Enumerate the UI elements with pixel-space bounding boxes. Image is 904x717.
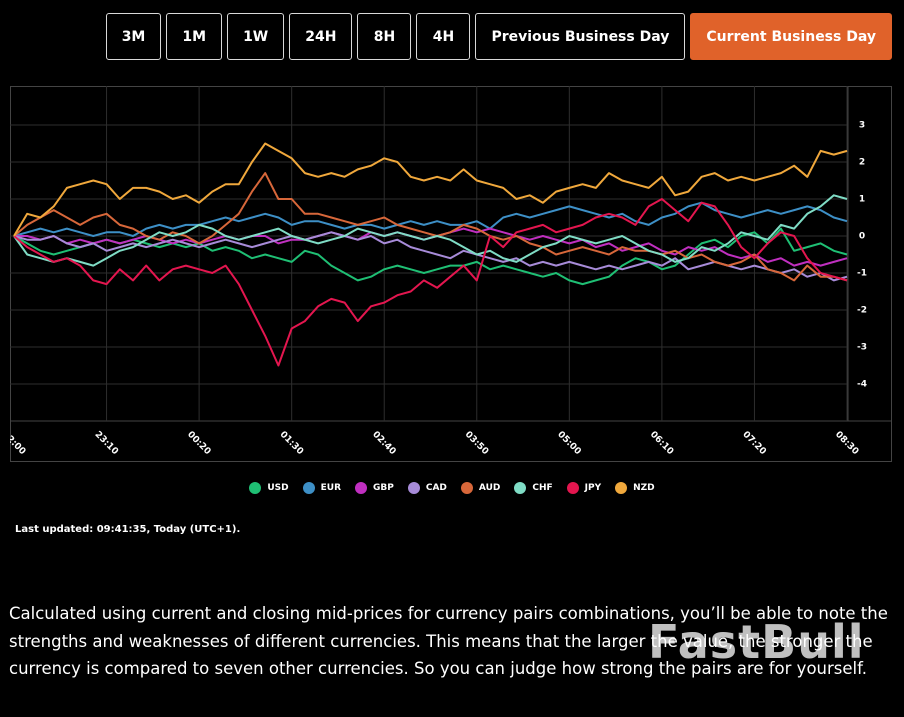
legend-label: GBP: [373, 483, 394, 493]
description: Calculated using current and closing mid…: [9, 604, 888, 678]
legend-item[interactable]: AUD: [460, 482, 501, 494]
y-tick-label: -3: [857, 343, 867, 353]
legend-item[interactable]: CHF: [514, 482, 553, 494]
x-tick-label: 22:00: [10, 430, 27, 457]
x-tick-label: 07:20: [740, 430, 767, 457]
chart: -4 -3 -2 -1 0 1 2 3 22:00 23:10 00:20 01:30 02:40 03:…: [10, 86, 892, 462]
x-tick-label: 08:30: [833, 430, 860, 457]
legend-swatch: [615, 482, 628, 494]
series-line: [13, 198, 848, 367]
legend-swatch: [460, 482, 473, 494]
x-tick-label: 02:40: [370, 430, 397, 457]
series-line: [13, 194, 848, 267]
legend-item[interactable]: NZD: [615, 482, 655, 494]
range-button[interactable]: 3M: [105, 13, 162, 60]
legend-item[interactable]: USD: [249, 482, 289, 494]
legend-item[interactable]: JPY: [566, 482, 602, 494]
x-tick-label: 23:10: [93, 430, 120, 457]
watermark: FastBull: [648, 615, 865, 669]
legend-item[interactable]: EUR: [302, 482, 341, 494]
legend-label: EUR: [320, 483, 341, 493]
legend-label: AUD: [478, 483, 501, 493]
legend-label: CHF: [532, 483, 553, 493]
legend-item[interactable]: GBP: [355, 482, 394, 494]
legend-swatch: [249, 482, 262, 494]
range-button[interactable]: 24H: [289, 13, 353, 60]
y-tick-label: 1: [859, 195, 865, 205]
legend-label: CAD: [425, 483, 447, 493]
chart-frame: [10, 86, 892, 462]
y-tick-label: -1: [857, 269, 867, 279]
legend-label: NZD: [633, 483, 655, 493]
series-line: [13, 142, 848, 237]
legend-label: USD: [267, 483, 289, 493]
range-button[interactable]: 1M: [166, 13, 223, 60]
y-tick-label: -4: [857, 380, 867, 390]
legend-swatch: [355, 482, 367, 494]
x-tick-label: 01:30: [278, 430, 305, 457]
last-updated: Last updated: 09:41:35, Today (UTC+1).: [15, 524, 241, 535]
x-tick-label: 03:50: [463, 430, 490, 457]
x-tick-label: 05:00: [555, 430, 582, 457]
range-button[interactable]: Current Business Day: [690, 13, 892, 60]
range-button[interactable]: 4H: [416, 13, 471, 60]
legend-label: JPY: [584, 483, 602, 493]
series-line: [13, 201, 848, 237]
legend: USD EUR GBP CAD AUD CHF JPY NZD: [0, 482, 904, 494]
y-tick-label: 3: [859, 121, 865, 131]
x-tick-label: 06:10: [648, 430, 675, 457]
series-line: [13, 231, 848, 282]
legend-item[interactable]: CAD: [407, 482, 447, 494]
range-button[interactable]: 8H: [357, 13, 412, 60]
y-tick-label: -2: [857, 306, 867, 316]
legend-swatch: [407, 482, 420, 494]
y-tick-label: 0: [859, 232, 865, 242]
range-buttons: 3M 1M 1W 24H 8H 4H Previous Business Day Curren…: [105, 13, 892, 60]
range-button[interactable]: 1W: [227, 13, 285, 60]
legend-swatch: [566, 482, 579, 494]
x-tick-label: 00:20: [185, 430, 212, 457]
legend-swatch: [514, 482, 527, 494]
legend-swatch: [302, 482, 315, 494]
range-button[interactable]: Previous Business Day: [475, 13, 686, 60]
y-tick-label: 2: [859, 158, 865, 168]
series-line: [13, 172, 848, 282]
